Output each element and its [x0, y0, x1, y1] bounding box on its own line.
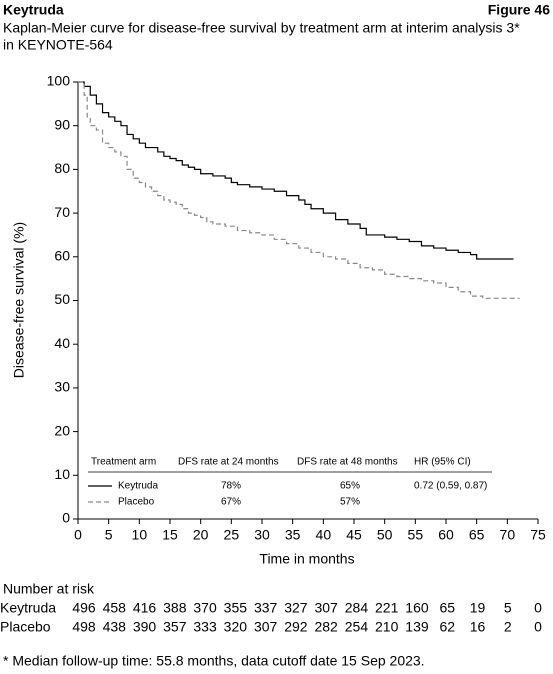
- risk-count: 416: [133, 600, 157, 616]
- risk-row-label: Keytruda: [0, 600, 56, 616]
- y-tick-label: 0: [62, 510, 70, 526]
- figure-label: Figure 46: [488, 2, 550, 18]
- header-title: Keytruda: [3, 2, 64, 18]
- x-tick-label: 40: [316, 527, 332, 543]
- x-tick-label: 35: [285, 527, 301, 543]
- risk-count: 390: [133, 619, 157, 635]
- x-tick-label: 15: [162, 527, 178, 543]
- risk-count: 210: [375, 619, 399, 635]
- survival-curve: [78, 81, 520, 299]
- x-tick-label: 50: [377, 527, 393, 543]
- x-tick-label: 30: [254, 527, 270, 543]
- table-header: DFS rate at 24 months: [178, 457, 279, 468]
- y-tick-label: 60: [54, 248, 70, 264]
- risk-count: 355: [224, 600, 248, 616]
- subtitle: Kaplan-Meier curve for disease-free surv…: [3, 20, 520, 36]
- risk-count: 2: [504, 619, 512, 635]
- x-tick-label: 70: [500, 527, 516, 543]
- table-cell: 78%: [221, 481, 241, 492]
- y-tick-label: 80: [54, 160, 70, 176]
- risk-count: 19: [470, 600, 486, 616]
- legend-label: Placebo: [118, 497, 155, 508]
- risk-count: 65: [439, 600, 455, 616]
- y-tick-label: 50: [54, 291, 70, 307]
- risk-count: 458: [103, 600, 127, 616]
- risk-count: 139: [405, 619, 429, 635]
- x-axis-label: Time in months: [259, 551, 354, 567]
- risk-count: 254: [345, 619, 369, 635]
- risk-count: 337: [254, 600, 278, 616]
- risk-count: 438: [103, 619, 127, 635]
- risk-count: 320: [224, 619, 248, 635]
- y-tick-label: 20: [54, 422, 70, 438]
- y-axis-label: Disease-free survival (%): [11, 222, 27, 378]
- risk-count: 292: [284, 619, 308, 635]
- risk-count: 496: [72, 600, 96, 616]
- table-cell: 57%: [340, 497, 360, 508]
- x-tick-label: 10: [132, 527, 148, 543]
- subtitle: in KEYNOTE-564: [3, 37, 113, 53]
- risk-row-label: Placebo: [0, 619, 51, 635]
- risk-count: 370: [193, 600, 217, 616]
- x-tick-label: 20: [193, 527, 209, 543]
- x-tick-label: 45: [346, 527, 362, 543]
- risk-count: 160: [405, 600, 429, 616]
- risk-count: 284: [345, 600, 369, 616]
- legend-label: Keytruda: [118, 481, 158, 492]
- risk-count: 282: [314, 619, 338, 635]
- risk-count: 388: [163, 600, 187, 616]
- y-tick-label: 70: [54, 204, 70, 220]
- x-tick-label: 5: [105, 527, 113, 543]
- risk-count: 0: [534, 600, 542, 616]
- risk-count: 327: [284, 600, 308, 616]
- risk-count: 307: [314, 600, 338, 616]
- risk-count: 357: [163, 619, 187, 635]
- risk-title: Number at risk: [3, 581, 95, 597]
- x-tick-label: 55: [408, 527, 424, 543]
- y-tick-label: 40: [54, 335, 70, 351]
- x-tick-label: 25: [224, 527, 240, 543]
- table-cell: 67%: [221, 497, 241, 508]
- footnote: * Median follow-up time: 55.8 months, da…: [3, 653, 425, 669]
- risk-count: 62: [439, 619, 455, 635]
- risk-count: 498: [72, 619, 96, 635]
- risk-count: 333: [193, 619, 217, 635]
- table-header: HR (95% CI): [414, 457, 471, 468]
- y-tick-label: 90: [54, 116, 70, 132]
- x-tick-label: 0: [74, 527, 82, 543]
- x-tick-label: 65: [469, 527, 485, 543]
- risk-count: 0: [534, 619, 542, 635]
- y-tick-label: 30: [54, 379, 70, 395]
- x-tick-label: 75: [530, 527, 546, 543]
- risk-count: 307: [254, 619, 278, 635]
- y-tick-label: 100: [47, 73, 71, 89]
- risk-count: 5: [504, 600, 512, 616]
- risk-count: 221: [375, 600, 399, 616]
- survival-curve: [78, 81, 514, 260]
- table-header: Treatment arm: [91, 457, 156, 468]
- x-tick-label: 60: [438, 527, 454, 543]
- y-tick-label: 10: [54, 466, 70, 482]
- risk-count: 16: [470, 619, 486, 635]
- table-cell: 0.72 (0.59, 0.87): [414, 481, 487, 492]
- table-cell: 65%: [340, 481, 360, 492]
- table-header: DFS rate at 48 months: [297, 457, 398, 468]
